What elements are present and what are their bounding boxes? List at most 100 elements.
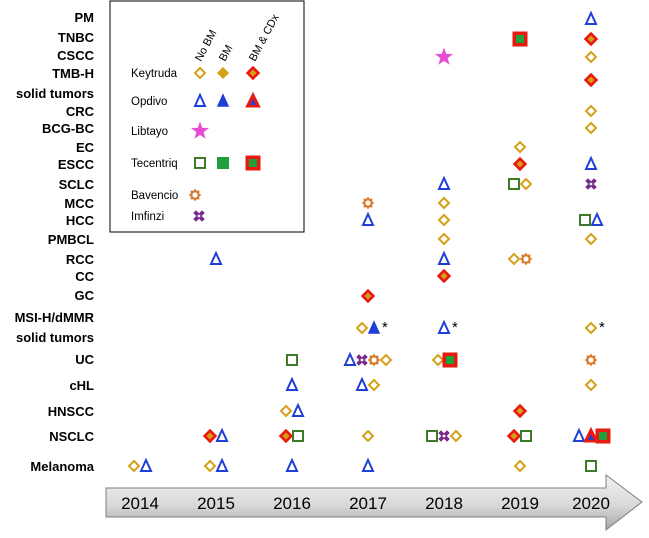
mark-rcc-2019-keytruda-no-bm — [507, 252, 521, 266]
mark-tnbc-2019-tecentriq-bm-cdx — [512, 31, 528, 47]
mark-chl-2017-keytruda-no-bm — [367, 378, 381, 392]
mark-melanoma-2014-keytruda-no-bm — [127, 459, 141, 473]
mark-nsclc-2018-tecentriq-no-bm — [426, 430, 438, 442]
row-label-msi-h-dmmr-line2: solid tumors — [16, 330, 94, 345]
mark-pmbcl-2018-keytruda-no-bm — [437, 232, 451, 246]
mark-mcc-2018-keytruda-no-bm — [437, 196, 451, 210]
mark-crc-2020-keytruda-no-bm — [584, 104, 598, 118]
mark-melanoma-2020-tecentriq-no-bm — [585, 460, 597, 472]
legend-marker-tecentriq-no-bm — [194, 157, 206, 169]
mark-nsclc-2016-keytruda-bm-cdx — [278, 428, 294, 444]
mark-nsclc-2020-opdivo-no-bm — [572, 427, 586, 442]
mark-escc-2020-opdivo-no-bm — [584, 155, 598, 170]
legend-marker-opdivo-bm — [216, 93, 230, 107]
row-label-melanoma: Melanoma — [30, 459, 94, 474]
mark-hnscc-2016-opdivo-no-bm — [291, 402, 305, 417]
row-label-mcc: MCC — [64, 196, 94, 211]
year-label-2016: 2016 — [273, 494, 311, 513]
mark-hcc-2017-opdivo-no-bm — [361, 211, 375, 226]
row-label-pm: PM — [75, 10, 95, 25]
mark-hcc-2018-keytruda-no-bm — [437, 213, 451, 227]
mark-msi-h-dmmr-2020-keytruda-no-bm — [584, 321, 598, 335]
mark-nsclc-2019-keytruda-bm-cdx — [506, 428, 522, 444]
legend-label-tecentriq: Tecentriq — [131, 158, 178, 170]
mark-cscc-2018-libtayo-no-bm — [435, 47, 453, 65]
legend-marker-tecentriq-bm — [217, 157, 229, 169]
row-label-rcc: RCC — [66, 252, 95, 267]
mark-nsclc-2020-opdivo-bm-cdx — [583, 426, 599, 443]
row-label-msi-h-dmmr: MSI-H/dMMR — [15, 310, 95, 325]
mark-tmb-h-2020-keytruda-bm-cdx — [583, 72, 599, 88]
mark-uc-2018-keytruda-no-bm — [431, 353, 445, 367]
mark-chl-2016-opdivo-no-bm — [285, 376, 299, 391]
mark-melanoma-2019-keytruda-no-bm — [513, 459, 527, 473]
mark-cscc-2020-keytruda-no-bm — [584, 50, 598, 64]
row-label-escc: ESCC — [58, 157, 95, 172]
row-label-nsclc: NSCLC — [49, 429, 94, 444]
mark-hnscc-2016-keytruda-no-bm — [279, 404, 293, 418]
row-label-crc: CRC — [66, 104, 95, 119]
mark-chl-2020-keytruda-no-bm — [584, 378, 598, 392]
mark-pm-2020-opdivo-no-bm — [584, 10, 598, 25]
mark-nsclc-2016-tecentriq-no-bm — [292, 430, 304, 442]
mark-rcc-2015-opdivo-no-bm — [209, 250, 223, 265]
row-label-pmbcl: PMBCL — [48, 232, 94, 247]
mark-sclc-2019-keytruda-no-bm — [519, 177, 533, 191]
year-label-2015: 2015 — [197, 494, 235, 513]
mark-melanoma-2017-opdivo-no-bm — [361, 457, 375, 472]
mark-nsclc-2015-keytruda-bm-cdx — [202, 428, 218, 444]
mark-msi-h-dmmr-2017-opdivo-bm — [367, 320, 381, 334]
legend-marker-keytruda-bm-cdx — [245, 65, 261, 81]
mark-melanoma-2015-opdivo-no-bm — [215, 457, 229, 472]
mark-uc-2017-opdivo-no-bm — [343, 351, 357, 366]
mark-nsclc-2019-tecentriq-no-bm — [520, 430, 532, 442]
legend-marker-keytruda-bm — [216, 66, 230, 80]
row-label-chl: cHL — [69, 378, 94, 393]
mark-uc-2020-bavencio-no-bm — [584, 353, 598, 367]
legend-label-imfinzi: Imfinzi — [131, 211, 164, 223]
mark-uc-2017-keytruda-no-bm — [379, 353, 393, 367]
note-msi-h-dmmr-2020: * — [599, 319, 605, 336]
row-label-sclc: SCLC — [59, 177, 95, 192]
note-msi-h-dmmr-2018: * — [452, 319, 458, 336]
legend-label-bavencio: Bavencio — [131, 190, 178, 202]
mark-uc-2016-tecentriq-no-bm — [286, 354, 298, 366]
timeline-arrow — [105, 474, 643, 532]
row-label-tnbc: TNBC — [58, 30, 95, 45]
row-label-cscc: CSCC — [57, 48, 94, 63]
legend-label-libtayo: Libtayo — [131, 126, 168, 138]
legend-label-keytruda: Keytruda — [131, 68, 178, 80]
mark-hcc-2020-opdivo-no-bm — [590, 211, 604, 226]
mark-nsclc-2018-imfinzi-no-bm — [438, 430, 450, 442]
mark-uc-2017-bavencio-no-bm — [367, 353, 381, 367]
legend-marker-imfinzi-no-bm — [193, 210, 205, 222]
mark-msi-h-dmmr-2017-keytruda-no-bm — [355, 321, 369, 335]
row-label-hnscc: HNSCC — [48, 404, 95, 419]
mark-melanoma-2015-keytruda-no-bm — [203, 459, 217, 473]
row-label-uc: UC — [75, 352, 94, 367]
mark-sclc-2018-opdivo-no-bm — [437, 175, 451, 190]
mark-melanoma-2014-opdivo-no-bm — [139, 457, 153, 472]
mark-tnbc-2020-keytruda-bm-cdx — [583, 31, 599, 47]
mark-nsclc-2018-keytruda-no-bm — [449, 429, 463, 443]
year-label-2019: 2019 — [501, 494, 539, 513]
row-label-hcc: HCC — [66, 213, 95, 228]
year-label-2020: 2020 — [572, 494, 610, 513]
legend-marker-opdivo-no-bm — [193, 92, 207, 107]
legend-marker-opdivo-bm-cdx — [245, 91, 261, 108]
mark-nsclc-2017-keytruda-no-bm — [361, 429, 375, 443]
mark-msi-h-dmmr-2018-opdivo-no-bm — [437, 319, 451, 334]
mark-hnscc-2019-keytruda-bm-cdx — [512, 403, 528, 419]
year-label-2014: 2014 — [121, 494, 159, 513]
row-label-tmb-h-line2: solid tumors — [16, 86, 94, 101]
mark-melanoma-2016-opdivo-no-bm — [285, 457, 299, 472]
mark-mcc-2017-bavencio-no-bm — [361, 196, 375, 210]
legend-marker-tecentriq-bm-cdx — [245, 155, 261, 171]
row-label-gc: GC — [75, 288, 95, 303]
row-label-ec: EC — [76, 140, 95, 155]
year-label-2017: 2017 — [349, 494, 387, 513]
row-label-tmb-h: TMB-H — [52, 66, 94, 81]
mark-cc-2018-keytruda-bm-cdx — [436, 268, 452, 284]
mark-hcc-2020-tecentriq-no-bm — [579, 214, 591, 226]
mark-bcg-bc-2020-keytruda-no-bm — [584, 121, 598, 135]
